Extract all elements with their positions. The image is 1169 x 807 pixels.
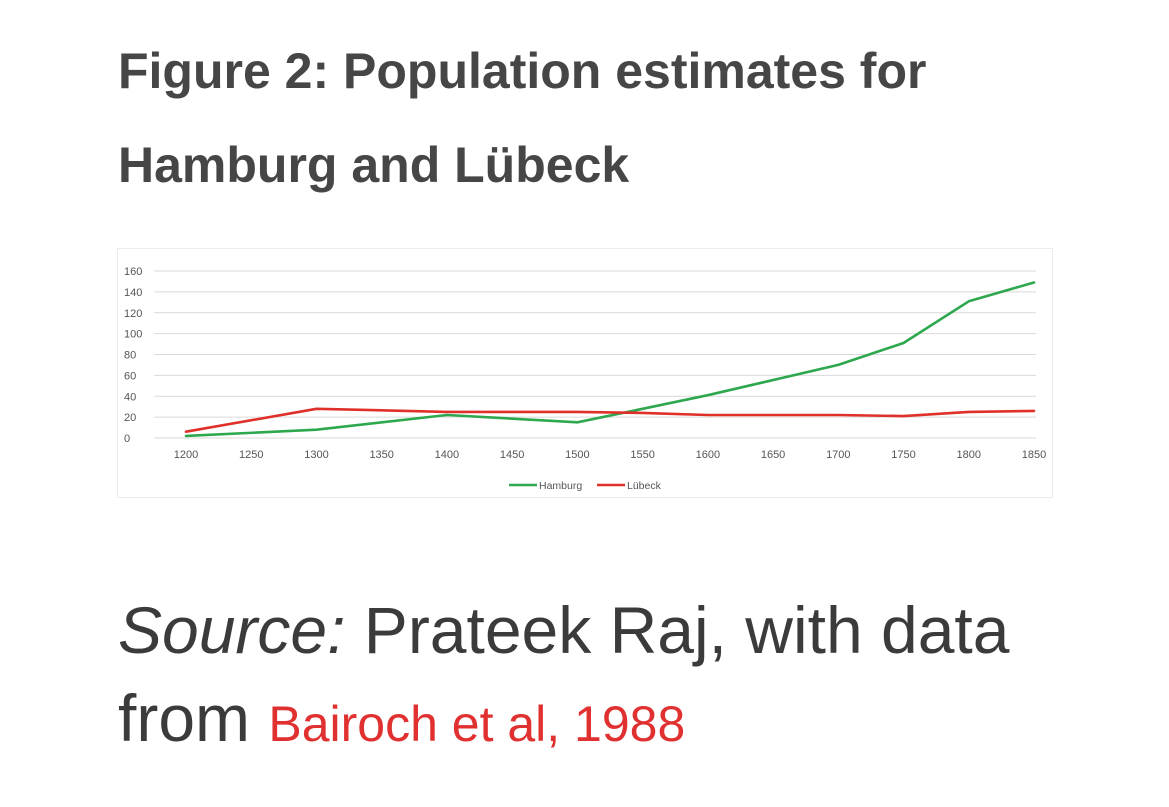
x-tick-label: 1750	[891, 449, 915, 461]
chart-container: 0 20 40 60 80 100 120 140 160 1200 1250 1300 1350 14…	[117, 248, 1053, 498]
series-line	[184, 407, 1036, 433]
figure-title-line-1: Figure 2: Population estimates for	[118, 43, 927, 99]
series-lines	[184, 281, 1036, 438]
population-line-chart: 0 20 40 60 80 100 120 140 160 1200 1250 1300 1350 14…	[117, 248, 1053, 498]
figure-title-line-2: Hamburg and Lübeck	[118, 137, 630, 193]
y-tick-label: 0	[124, 433, 130, 445]
source-caption: Source: Prateek Raj, with data from Bair…	[118, 586, 1158, 768]
y-tick-label: 160	[124, 266, 142, 278]
y-tick-label: 40	[124, 391, 136, 403]
legend-label: Lübeck	[627, 480, 662, 492]
chart-border	[117, 248, 1053, 498]
source-lead: Source:	[118, 593, 346, 667]
x-tick-label: 1200	[174, 449, 198, 461]
y-tick-label: 140	[124, 287, 142, 299]
x-tick-label: 1400	[435, 449, 459, 461]
x-tick-label: 1600	[696, 449, 720, 461]
y-tick-label: 80	[124, 350, 136, 362]
x-tick-label: 1300	[304, 449, 328, 461]
y-tick-label: 100	[124, 329, 142, 341]
legend: Hamburg Lübeck	[509, 480, 662, 492]
series-line	[184, 281, 1036, 438]
x-tick-labels: 1200 1250 1300 1350 1400 1450 1500 1550 1600 1650…	[174, 449, 1046, 461]
x-tick-label: 1350	[369, 449, 393, 461]
x-tick-label: 1450	[500, 449, 524, 461]
y-tick-label: 120	[124, 308, 142, 320]
legend-label: Hamburg	[539, 480, 582, 492]
x-tick-label: 1700	[826, 449, 850, 461]
grid-lines	[154, 270, 1036, 439]
x-tick-label: 1500	[565, 449, 589, 461]
source-link[interactable]: Bairoch et al, 1988	[268, 696, 686, 752]
y-tick-label: 60	[124, 370, 136, 382]
figure-title: Figure 2: Population estimates for Hambu…	[118, 24, 1118, 212]
x-tick-label: 1850	[1022, 449, 1046, 461]
x-tick-label: 1250	[239, 449, 263, 461]
source-text: Prateek Raj, with data from	[118, 593, 1010, 755]
x-tick-label: 1550	[630, 449, 654, 461]
x-tick-label: 1650	[761, 449, 785, 461]
y-tick-labels: 0 20 40 60 80 100 120 140 160	[124, 266, 142, 445]
y-tick-label: 20	[124, 412, 136, 424]
x-tick-label: 1800	[957, 449, 981, 461]
